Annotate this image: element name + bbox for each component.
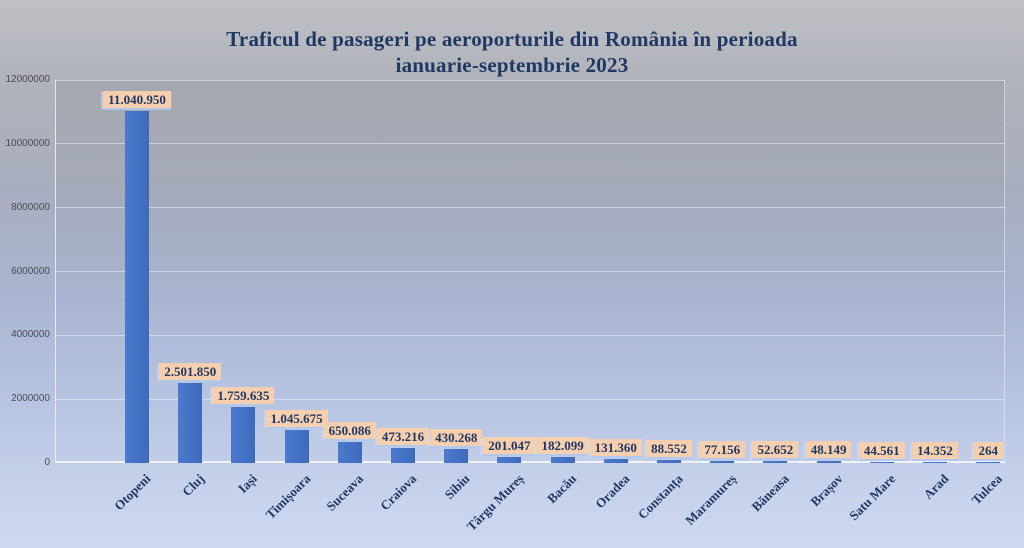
- bar-satu-mare: [869, 461, 894, 463]
- bar-iași: [231, 406, 256, 463]
- chart-title-line1: Traficul de pasageri pe aeroporturile di…: [226, 27, 798, 51]
- x-axis-label-maramureș: Maramureș: [681, 471, 739, 528]
- x-axis-label-satu-mare: Satu Mare: [846, 471, 899, 524]
- gridline: [55, 271, 1005, 272]
- bar-otopeni: [125, 110, 149, 463]
- value-label-băneasa: 52.652: [752, 441, 799, 459]
- bar-constanța: [657, 460, 681, 463]
- gridline: [55, 79, 1005, 81]
- x-axis-label-cluj: Cluj: [178, 471, 207, 499]
- bar-târgu-mureș: [497, 456, 522, 463]
- bar-sibiu: [444, 449, 469, 463]
- x-axis-label-tulcea: Tulcea: [968, 471, 1005, 508]
- value-label-timișoara: 1.045.675: [265, 409, 328, 427]
- chart-title: Traficul de pasageri pe aeroporturile di…: [0, 26, 1024, 78]
- y-axis-tick-label: 2000000: [11, 393, 50, 405]
- bar-arad: [923, 462, 947, 463]
- bar-suceava: [337, 442, 362, 463]
- bar-băneasa: [763, 461, 788, 463]
- value-label-brașov: 48.149: [805, 441, 852, 459]
- value-label-arad: 14.352: [912, 442, 958, 459]
- bar-oradea: [603, 458, 628, 463]
- y-axis-tick-label: 8000000: [11, 201, 50, 213]
- value-label-oradea: 131.360: [589, 438, 642, 456]
- bar-cluj: [178, 383, 203, 463]
- gridline: [55, 334, 1005, 336]
- gridline: [55, 398, 1005, 400]
- bar-craiova: [391, 447, 415, 463]
- value-label-otopeni: 11.040.950: [103, 90, 171, 108]
- value-label-maramureș: 77.156: [699, 440, 746, 458]
- value-label-bacău: 182.099: [536, 437, 589, 455]
- x-axis-label-arad: Arad: [920, 471, 952, 503]
- value-label-suceava: 650.086: [323, 422, 376, 440]
- y-axis-tick-label: 0: [44, 457, 50, 468]
- value-label-tulcea: 264: [973, 442, 1003, 459]
- value-label-iași: 1.759.635: [212, 386, 275, 404]
- value-label-sibiu: 430.268: [430, 429, 483, 447]
- gridline: [55, 207, 1005, 209]
- value-label-constanța: 88.552: [646, 440, 692, 458]
- value-label-cluj: 2.501.850: [159, 363, 222, 381]
- x-axis-label-iași: Iași: [235, 471, 260, 496]
- x-axis-label-târgu-mureș: Târgu Mureș: [463, 471, 526, 534]
- x-axis-label-bacău: Bacău: [544, 471, 580, 507]
- bar-timișoara: [284, 429, 309, 463]
- bar-brașov: [816, 461, 841, 463]
- y-axis-tick-label: 12000000: [5, 74, 51, 85]
- chart-title-line2: ianuarie-septembrie 2023: [395, 53, 629, 77]
- bar-bacău: [550, 457, 575, 463]
- bar-tulcea: [976, 462, 1001, 463]
- y-axis-tick-label: 6000000: [11, 265, 50, 277]
- x-axis-label-sibiu: Sibiu: [441, 471, 473, 503]
- x-axis-label-băneasa: Băneasa: [748, 471, 792, 515]
- y-axis-tick-label: 4000000: [11, 329, 50, 341]
- x-axis-label-oradea: Oradea: [592, 471, 633, 512]
- x-axis-label-timișoara: Timișoara: [262, 471, 314, 522]
- x-axis-label-brașov: Brașov: [807, 471, 846, 510]
- y-axis-tick-label: 10000000: [5, 137, 51, 149]
- gridline: [55, 143, 1005, 145]
- x-axis-label-constanța: Constanța: [634, 471, 686, 522]
- bar-maramureș: [710, 460, 735, 463]
- value-label-craiova: 473.216: [376, 427, 430, 445]
- x-axis-label-suceava: Suceava: [323, 471, 367, 514]
- x-axis-label-otopeni: Otopeni: [111, 471, 154, 514]
- value-label-satu-mare: 44.561: [858, 441, 905, 459]
- x-axis-label-craiova: Craiova: [377, 471, 420, 514]
- value-label-târgu-mureș: 201.047: [483, 436, 536, 454]
